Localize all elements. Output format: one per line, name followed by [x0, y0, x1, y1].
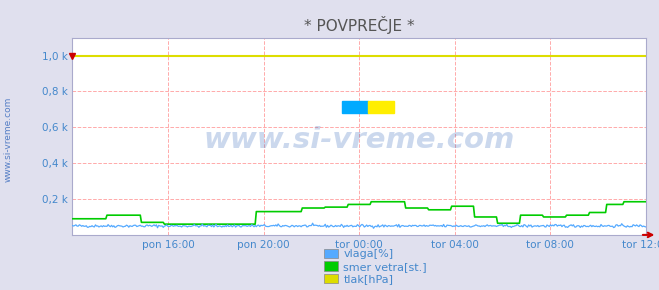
Bar: [342, 101, 368, 113]
Legend: vlaga[%], smer vetra[st.], tlak[hPa]: vlaga[%], smer vetra[st.], tlak[hPa]: [324, 249, 427, 284]
Title: * POVPREČJE *: * POVPREČJE *: [304, 16, 415, 34]
Text: www.si-vreme.com: www.si-vreme.com: [204, 126, 515, 154]
Bar: [368, 101, 393, 113]
Text: www.si-vreme.com: www.si-vreme.com: [3, 97, 13, 182]
